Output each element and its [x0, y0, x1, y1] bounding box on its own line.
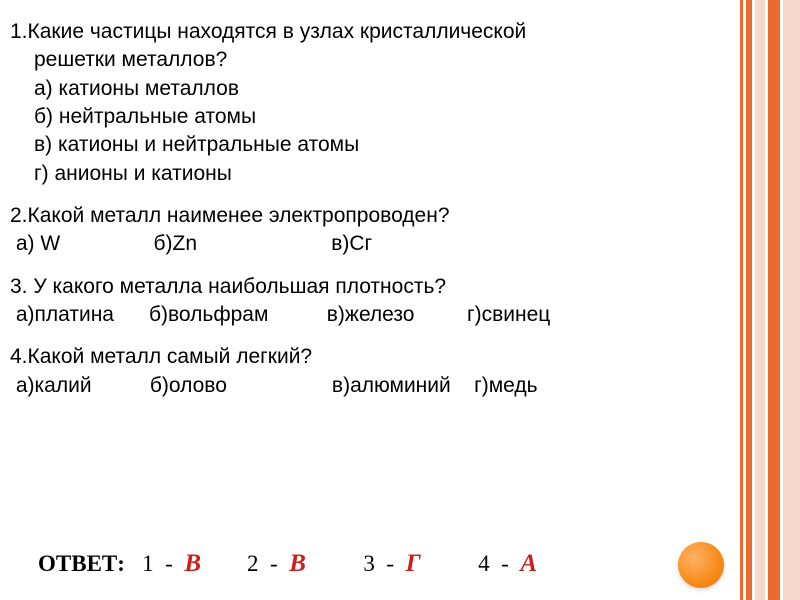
question-option: г) анионы и катионы	[10, 160, 730, 188]
question-inline-options: а) W б)Zn в)Cг	[10, 230, 730, 258]
answer-letter: Г	[406, 550, 421, 577]
answer-row: ОТВЕТ: 1 - В 2 - В 3 - Г 4 - А	[38, 550, 537, 578]
stripe	[783, 0, 800, 600]
answer-item: 2 - В	[201, 551, 306, 576]
question-block: 3. У какого металла наибольшая плотность…	[10, 273, 730, 330]
question-block: 4.Какой металл самый легкий? а)калий б)о…	[10, 343, 730, 400]
answer-letter: А	[520, 550, 537, 577]
stripe	[768, 0, 780, 600]
stripe	[755, 0, 765, 600]
answer-item: 3 - Г	[306, 551, 421, 576]
questions-content: 1.Какие частицы находятся в узлах криста…	[10, 18, 730, 414]
answer-letter: В	[289, 550, 306, 577]
stripe	[740, 0, 743, 600]
question-text-line: решетки металлов?	[10, 46, 730, 74]
question-option: б) нейтральные атомы	[10, 103, 730, 131]
question-inline-options: а)платина б)вольфрам в)железо г)свинец	[10, 301, 730, 329]
answer-item: 1 - В	[125, 551, 201, 576]
answer-item: 4 - А	[421, 551, 537, 576]
question-block: 2.Какой металл наименее электропроводен?…	[10, 202, 730, 259]
answer-letter: В	[184, 550, 201, 577]
answer-label: ОТВЕТ:	[38, 551, 125, 577]
question-text-line: 1.Какие частицы находятся в узлах криста…	[10, 18, 730, 46]
question-text-line: 2.Какой металл наименее электропроводен?	[10, 202, 730, 230]
question-text-line: 3. У какого металла наибольшая плотность…	[10, 273, 730, 301]
slide-decoration-circle	[678, 542, 724, 588]
decorative-stripes	[740, 0, 800, 600]
question-text-line: 4.Какой металл самый легкий?	[10, 343, 730, 371]
question-option: а) катионы металлов	[10, 75, 730, 103]
question-option: в) катионы и нейтральные атомы	[10, 131, 730, 159]
question-block: 1.Какие частицы находятся в узлах криста…	[10, 18, 730, 188]
stripe	[746, 0, 752, 600]
question-inline-options: а)калий б)олово в)алюминий г)медь	[10, 372, 730, 400]
